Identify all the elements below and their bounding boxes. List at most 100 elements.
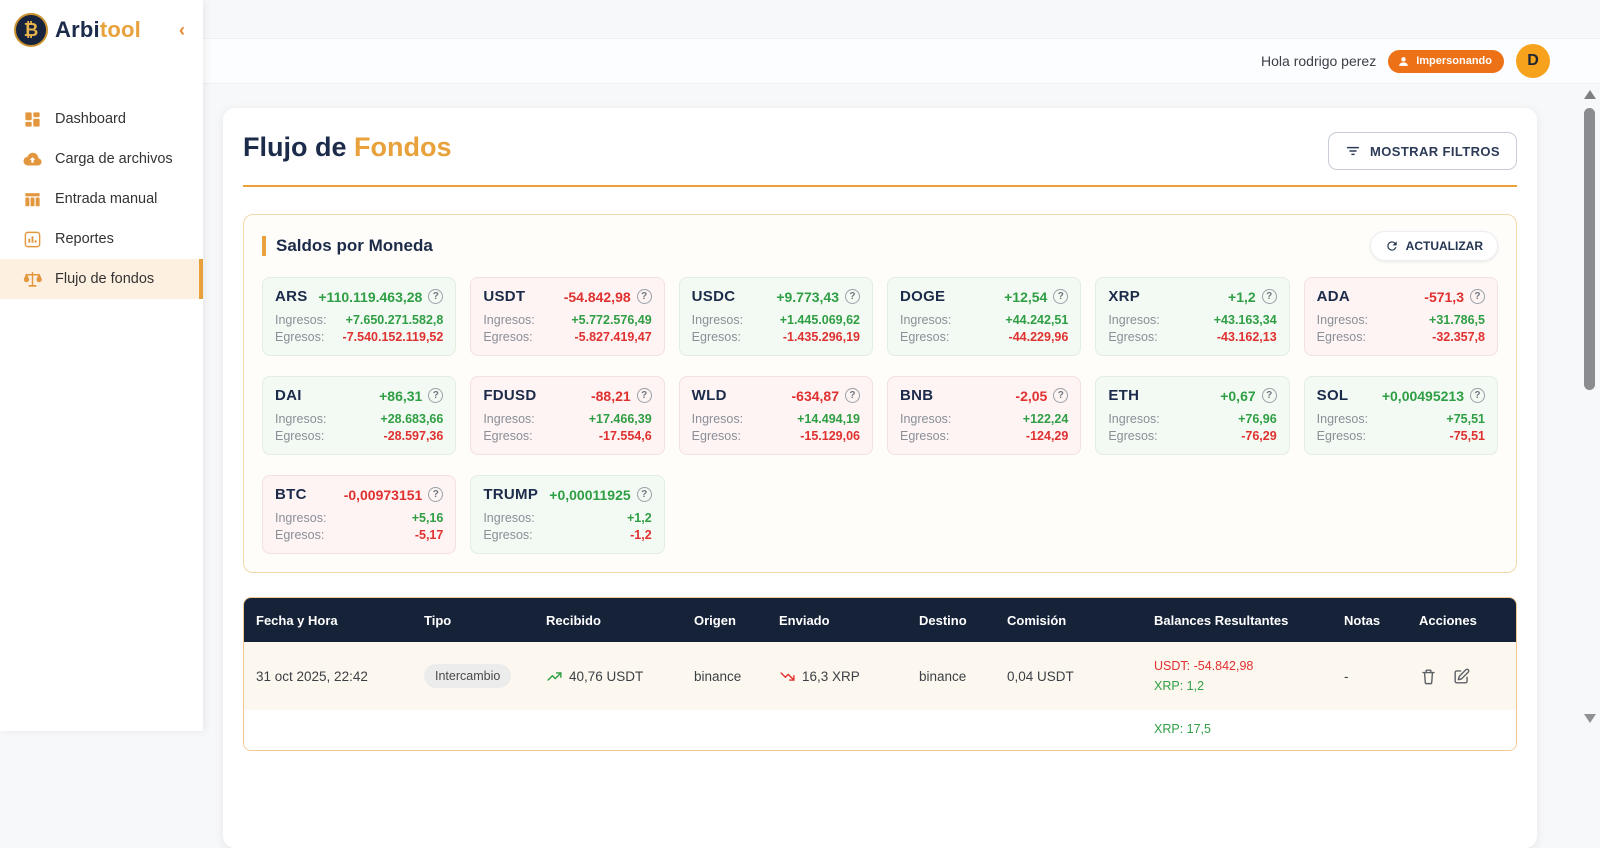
- egresos-value: -5.827.419,47: [575, 329, 652, 346]
- currency-card-grid: ARS +110.119.463,28 ? Ingresos:+7.650.27…: [262, 277, 1498, 554]
- avatar[interactable]: D: [1516, 44, 1550, 78]
- table-icon: [22, 189, 42, 209]
- column-header: Destino: [907, 613, 995, 628]
- currency-card: SOL +0,00495213 ? Ingresos:+75,51 Egreso…: [1304, 376, 1498, 455]
- table-row: 31 oct 2025, 22:42 Intercambio 40,76 USD…: [244, 642, 1516, 710]
- help-icon[interactable]: ?: [428, 388, 443, 403]
- egresos-value: -43.162,13: [1217, 329, 1277, 346]
- main-content-card: Flujo de Fondos MOSTRAR FILTROS Saldos p…: [223, 108, 1537, 848]
- currency-symbol: SOL: [1317, 387, 1349, 404]
- egresos-value: -1,2: [630, 527, 652, 544]
- currency-net-balance: +12,54: [1004, 289, 1047, 305]
- egresos-label: Egresos:: [900, 428, 949, 445]
- bar-chart-icon: [22, 229, 42, 249]
- sidebar-item-reportes[interactable]: Reportes: [0, 219, 203, 259]
- ingresos-label: Ingresos:: [1108, 411, 1159, 428]
- sidebar-nav: Dashboard Carga de archivos Entrada manu…: [0, 99, 203, 299]
- column-header: Tipo: [412, 613, 534, 628]
- sidebar-item-label: Entrada manual: [55, 191, 157, 207]
- currency-card: DOGE +12,54 ? Ingresos:+44.242,51 Egreso…: [887, 277, 1081, 356]
- show-filters-button[interactable]: MOSTRAR FILTROS: [1328, 132, 1517, 170]
- help-icon[interactable]: ?: [1053, 289, 1068, 304]
- egresos-value: -7.540.152.119,52: [343, 329, 444, 346]
- filter-icon: [1345, 143, 1361, 159]
- ingresos-value: +31.786,5: [1429, 312, 1485, 329]
- scrollbar-thumb[interactable]: [1584, 108, 1595, 390]
- egresos-label: Egresos:: [483, 428, 532, 445]
- help-icon[interactable]: ?: [428, 487, 443, 502]
- help-icon[interactable]: ?: [1262, 388, 1277, 403]
- help-icon[interactable]: ?: [637, 289, 652, 304]
- egresos-label: Egresos:: [1317, 428, 1366, 445]
- currency-symbol: DAI: [275, 387, 302, 404]
- dashboard-icon: [22, 109, 42, 129]
- egresos-value: -44.229,96: [1009, 329, 1069, 346]
- egresos-label: Egresos:: [900, 329, 949, 346]
- delete-icon[interactable]: [1419, 667, 1438, 686]
- currency-symbol: FDUSD: [483, 387, 536, 404]
- ingresos-label: Ingresos:: [275, 510, 326, 527]
- currency-symbol: XRP: [1108, 288, 1140, 305]
- currency-card: FDUSD -88,21 ? Ingresos:+17.466,39 Egres…: [470, 376, 664, 455]
- user-greeting: Hola rodrigo perez: [1261, 53, 1376, 69]
- egresos-label: Egresos:: [1108, 329, 1157, 346]
- help-icon[interactable]: ?: [1470, 289, 1485, 304]
- sidebar-item-dashboard[interactable]: Dashboard: [0, 99, 203, 139]
- vertical-scrollbar: [1583, 84, 1597, 731]
- ingresos-label: Ingresos:: [900, 411, 951, 428]
- currency-card: DAI +86,31 ? Ingresos:+28.683,66 Egresos…: [262, 376, 456, 455]
- help-icon[interactable]: ?: [428, 289, 443, 304]
- currency-card: USDC +9.773,43 ? Ingresos:+1.445.069,62 …: [679, 277, 873, 356]
- trending-down-icon: [779, 668, 796, 685]
- column-header: Notas: [1332, 613, 1407, 628]
- currency-symbol: USDT: [483, 288, 525, 305]
- currency-card: WLD -634,87 ? Ingresos:+14.494,19 Egreso…: [679, 376, 873, 455]
- upload-cloud-icon: [22, 149, 42, 169]
- ingresos-value: +122,24: [1023, 411, 1069, 428]
- help-icon[interactable]: ?: [845, 388, 860, 403]
- sidebar-collapse-icon[interactable]: ‹: [175, 20, 189, 41]
- logo[interactable]: ₿ Arbitool ‹: [0, 0, 203, 57]
- currency-net-balance: -54.842,98: [564, 289, 631, 305]
- column-header: Origen: [682, 613, 767, 628]
- impersonating-badge[interactable]: Impersonando: [1388, 50, 1504, 73]
- help-icon[interactable]: ?: [637, 487, 652, 502]
- cell-fecha-hora: 31 oct 2025, 22:42: [244, 669, 412, 684]
- help-icon[interactable]: ?: [1053, 388, 1068, 403]
- person-icon: [1397, 55, 1410, 68]
- help-icon[interactable]: ?: [637, 388, 652, 403]
- currency-net-balance: +0,00011925: [549, 487, 630, 503]
- currency-card: ADA -571,3 ? Ingresos:+31.786,5 Egresos:…: [1304, 277, 1498, 356]
- ingresos-value: +1,2: [627, 510, 652, 527]
- column-header: Balances Resultantes: [1142, 613, 1332, 628]
- scrollbar-down-arrow-icon[interactable]: [1584, 714, 1596, 723]
- sidebar-item-carga-de-archivos[interactable]: Carga de archivos: [0, 139, 203, 179]
- currency-card: ETH +0,67 ? Ingresos:+76,96 Egresos:-76,…: [1095, 376, 1289, 455]
- sidebar-item-label: Carga de archivos: [55, 151, 173, 167]
- egresos-label: Egresos:: [275, 329, 324, 346]
- currency-symbol: BNB: [900, 387, 933, 404]
- scrollbar-up-arrow-icon[interactable]: [1584, 90, 1596, 99]
- ingresos-label: Ingresos:: [1317, 312, 1368, 329]
- sidebar-item-entrada-manual[interactable]: Entrada manual: [0, 179, 203, 219]
- edit-icon[interactable]: [1452, 667, 1471, 686]
- help-icon[interactable]: ?: [1470, 388, 1485, 403]
- currency-symbol: DOGE: [900, 288, 945, 305]
- cell-balances-resultantes: XRP: 17,5: [1142, 710, 1332, 736]
- ingresos-label: Ingresos:: [692, 312, 743, 329]
- help-icon[interactable]: ?: [845, 289, 860, 304]
- resulting-balance: XRP: 17,5: [1154, 722, 1211, 736]
- cell-enviado: 16,3 XRP: [767, 668, 907, 685]
- ingresos-label: Ingresos:: [1317, 411, 1368, 428]
- ingresos-value: +17.466,39: [589, 411, 652, 428]
- column-header: Fecha y Hora: [244, 613, 412, 628]
- refresh-button[interactable]: ACTUALIZAR: [1370, 231, 1498, 261]
- cell-acciones: [1407, 667, 1516, 686]
- currency-symbol: WLD: [692, 387, 727, 404]
- ingresos-label: Ingresos:: [692, 411, 743, 428]
- page-title: Flujo de Fondos: [243, 132, 452, 163]
- sidebar-item-flujo-de-fondos[interactable]: Flujo de fondos: [0, 259, 203, 299]
- resulting-balance: XRP: 1,2: [1154, 679, 1204, 693]
- help-icon[interactable]: ?: [1262, 289, 1277, 304]
